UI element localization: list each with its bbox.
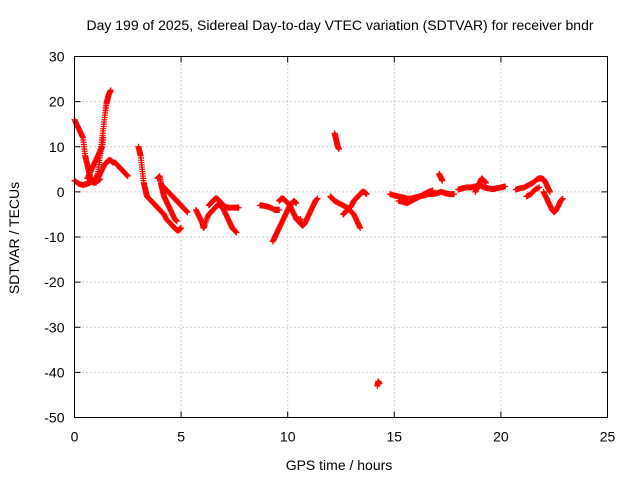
y-tick-label: 0: [57, 184, 65, 200]
y-tick-label: -40: [44, 364, 64, 380]
data-point-arc21: [439, 177, 446, 184]
data-point-arc23: [482, 179, 489, 186]
y-tick-label: -20: [44, 274, 64, 290]
data-point-arc5: [178, 224, 185, 231]
x-tick-label: 10: [280, 429, 296, 445]
x-axis-label: GPS time / hours: [286, 457, 393, 473]
data-point-arc20: [429, 187, 436, 194]
data-point-arc4: [124, 173, 131, 180]
data-point-arc10: [235, 204, 242, 211]
data-point-arc16: [335, 146, 342, 153]
y-tick-label: -50: [44, 410, 64, 426]
data-point-arc2: [107, 87, 114, 94]
data-point-arc19: [450, 191, 457, 198]
data-point-arc26: [536, 184, 543, 191]
x-tick-label: 20: [493, 429, 509, 445]
y-axis-label: SDTVAR / TECUs: [6, 182, 22, 294]
data-point-arc11: [276, 206, 283, 213]
y-tick-label: 20: [49, 94, 65, 110]
data-points: [71, 87, 566, 389]
data-point-arc6: [173, 218, 180, 225]
chart-title: Day 199 of 2025, Sidereal Day-to-day VTE…: [86, 17, 593, 33]
x-tick-label: 25: [600, 429, 616, 445]
data-point-arc25: [559, 195, 566, 202]
x-tick-label: 0: [71, 429, 79, 445]
grid-lines: [74, 56, 608, 418]
plot-frame: [74, 56, 608, 418]
data-point-arc15: [357, 224, 364, 231]
data-point-arc24: [546, 188, 553, 195]
data-point-arc3: [100, 134, 107, 141]
y-tick-label: -30: [44, 319, 64, 335]
data-point-arc17: [363, 191, 370, 198]
data-point-arc14: [314, 195, 321, 202]
data-point-arc22: [502, 183, 509, 190]
y-tick-label: 10: [49, 139, 65, 155]
data-point-arc9: [233, 229, 240, 236]
data-point-arc12: [293, 200, 300, 207]
data-point-arc18: [376, 380, 383, 387]
axis-ticks: 0 5 10 15 20 25 30 20 10 0 -10 -20 -30 -40 -50: [44, 49, 615, 445]
x-tick-label: 5: [177, 429, 185, 445]
x-tick-label: 15: [387, 429, 403, 445]
data-point-arc7: [184, 209, 191, 216]
y-tick-label: -10: [44, 229, 64, 245]
y-tick-label: 30: [49, 49, 65, 65]
